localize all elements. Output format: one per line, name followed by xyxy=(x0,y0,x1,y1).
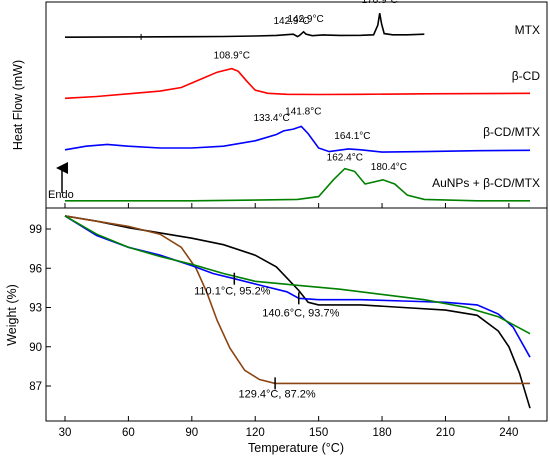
dsc-peak-label-0-0: 142.9°C xyxy=(273,16,309,27)
dsc-curve-2 xyxy=(64,125,531,153)
y-tick-label-2: 93 xyxy=(29,303,42,315)
x-tick-label-6: 210 xyxy=(436,427,455,439)
y-tick-label-1: 90 xyxy=(29,342,42,354)
dsc-series-label-2: β-CD/MTX xyxy=(483,125,540,139)
x-tick-label-1: 60 xyxy=(122,427,135,439)
y-tick-label-3: 96 xyxy=(29,263,42,275)
dsc-curve-3 xyxy=(65,167,530,202)
axes-ticks-group: 30 60 90 120 150 180 210 240 87 90 93 96 99 xyxy=(29,203,518,439)
dsc-series-label-1: β-CD xyxy=(512,69,541,83)
dsc-peak-label-2-1: 141.8°C xyxy=(285,106,321,117)
dsc-curve-0 xyxy=(64,13,425,38)
dsc-series-label-0: MTX xyxy=(515,23,540,37)
x-tick-label-2: 90 xyxy=(185,427,198,439)
tga-curve-0 xyxy=(64,215,531,409)
dsc-peak-label-2-2: 164.1°C xyxy=(334,131,370,142)
tga-curve-3 xyxy=(64,215,531,335)
dsc-peak-label-2-0: 133.4°C xyxy=(253,113,289,124)
tga-curve-2 xyxy=(64,215,531,358)
y-tick-label-0: 87 xyxy=(29,381,42,393)
dsc-peak-label-3-0: 162.4°C xyxy=(327,153,363,164)
tga-annotation-label-2: 129.4°C, 87.2% xyxy=(239,388,316,400)
x-tick-label-3: 120 xyxy=(246,427,265,439)
dsc-peak-label-3-1: 180.4°C xyxy=(371,162,407,173)
dsc-peak-label-0-2: 178.9°C xyxy=(362,0,398,6)
bottom-ylabel: Weight (%) xyxy=(5,284,19,346)
top-ylabel: Heat Flow (mW) xyxy=(11,60,25,150)
dsc-curve-1 xyxy=(64,67,531,100)
bottom-curves-group xyxy=(64,215,531,409)
dsc-peak-label-1-0: 108.9°C xyxy=(214,51,250,62)
y-tick-label-4: 99 xyxy=(29,224,42,236)
dsc-series-label-3: AuNPs + β-CD/MTX xyxy=(432,176,540,190)
x-axis-title: Temperature (°C) xyxy=(248,441,344,455)
bottom-panel-frame xyxy=(45,207,548,422)
tga-annotation-label-0: 110.1°C, 95.2% xyxy=(194,286,271,298)
x-tick-label-7: 240 xyxy=(499,427,518,439)
tga-curve-1 xyxy=(64,215,530,385)
tga-annotation-label-1: 140.6°C, 93.7% xyxy=(262,307,339,319)
dsc-peak-label-0-1: 142.9°C xyxy=(287,14,323,25)
x-tick-label-0: 30 xyxy=(59,427,72,439)
x-tick-label-5: 180 xyxy=(372,427,391,439)
top-curves-group xyxy=(64,13,531,202)
x-tick-label-4: 150 xyxy=(309,427,328,439)
endo-label: Endo xyxy=(48,189,74,201)
